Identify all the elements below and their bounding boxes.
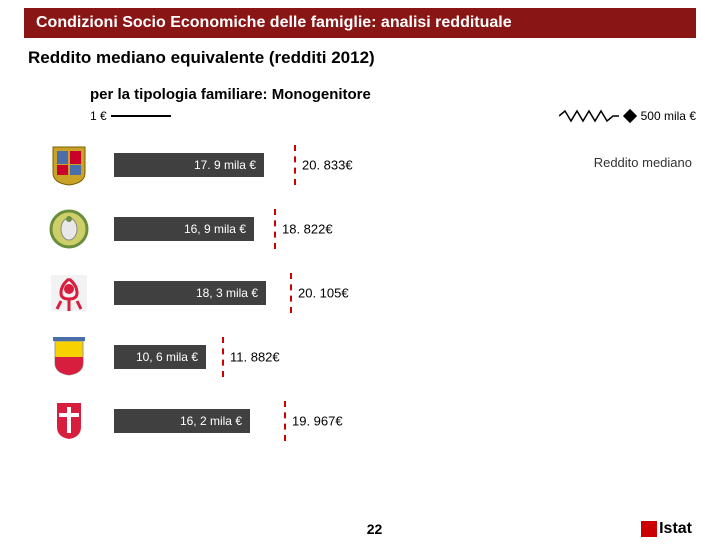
- brescia-coat-of-arms-icon: [24, 197, 114, 261]
- legend-left-label: 1 €: [90, 109, 107, 123]
- bologna-coat-of-arms-icon: [24, 133, 114, 197]
- bar-area: 18, 3 mila € 20. 105€: [114, 261, 696, 325]
- chart-row: 18, 3 mila € 20. 105€: [24, 261, 696, 325]
- legend-zigzag-icon: [559, 109, 619, 123]
- median-label: 18. 822€: [282, 222, 333, 237]
- chart-row: 16, 2 mila € 19. 967€: [24, 389, 696, 453]
- bar-area: 16, 9 mila € 18. 822€: [114, 197, 696, 261]
- median-line-icon: [222, 337, 224, 377]
- page-header: Condizioni Socio Economiche delle famigl…: [24, 8, 696, 38]
- bar: 10, 6 mila €: [114, 345, 206, 369]
- legend: 1 € 500 mila €: [90, 109, 696, 123]
- legend-right-label: 500 mila €: [641, 109, 696, 123]
- median-caption: Reddito mediano: [594, 155, 692, 170]
- legend-left: 1 €: [90, 109, 171, 123]
- bar-label: 18, 3 mila €: [196, 286, 258, 300]
- bar-label: 10, 6 mila €: [136, 350, 198, 364]
- bar: 16, 9 mila €: [114, 217, 254, 241]
- chart-area: 17. 9 mila € 20. 833€ 16, 9 mila € 18. 822€…: [24, 133, 696, 453]
- bar-label: 16, 9 mila €: [184, 222, 246, 236]
- bar-area: 10, 6 mila € 11. 882€: [114, 325, 696, 389]
- median-line-icon: [290, 273, 292, 313]
- header-title: Condizioni Socio Economiche delle famigl…: [36, 14, 512, 31]
- bar: 18, 3 mila €: [114, 281, 266, 305]
- median-line-icon: [294, 145, 296, 185]
- page-number: 22: [108, 521, 641, 537]
- trieste-coat-of-arms-icon: [24, 389, 114, 453]
- legend-diamond-icon: [623, 109, 637, 123]
- bar-label: 16, 2 mila €: [180, 414, 242, 428]
- median-line-icon: [284, 401, 286, 441]
- family-type-label: per la tipologia familiare: Monogenitore: [90, 86, 720, 103]
- footer: 22 Istat: [0, 520, 720, 538]
- chart-row: 16, 9 mila € 18. 822€: [24, 197, 696, 261]
- subtitle: Reddito mediano equivalente (redditi 201…: [28, 48, 692, 68]
- bar-label: 17. 9 mila €: [194, 158, 256, 172]
- median-label: 20. 105€: [298, 286, 349, 301]
- napoli-coat-of-arms-icon: [24, 325, 114, 389]
- chart-row: 10, 6 mila € 11. 882€: [24, 325, 696, 389]
- firenze-coat-of-arms-icon: [24, 261, 114, 325]
- bar-area: 16, 2 mila € 19. 967€: [114, 389, 696, 453]
- bar: 16, 2 mila €: [114, 409, 250, 433]
- legend-right: 500 mila €: [559, 109, 696, 123]
- median-label: 20. 833€: [302, 158, 353, 173]
- median-label: 11. 882€: [230, 350, 280, 365]
- legend-solid-line-icon: [111, 115, 171, 117]
- istat-logo: Istat: [641, 520, 692, 538]
- istat-logo-text: Istat: [659, 520, 692, 538]
- istat-logo-icon: [641, 521, 657, 537]
- median-line-icon: [274, 209, 276, 249]
- bar: 17. 9 mila €: [114, 153, 264, 177]
- median-label: 19. 967€: [292, 414, 343, 429]
